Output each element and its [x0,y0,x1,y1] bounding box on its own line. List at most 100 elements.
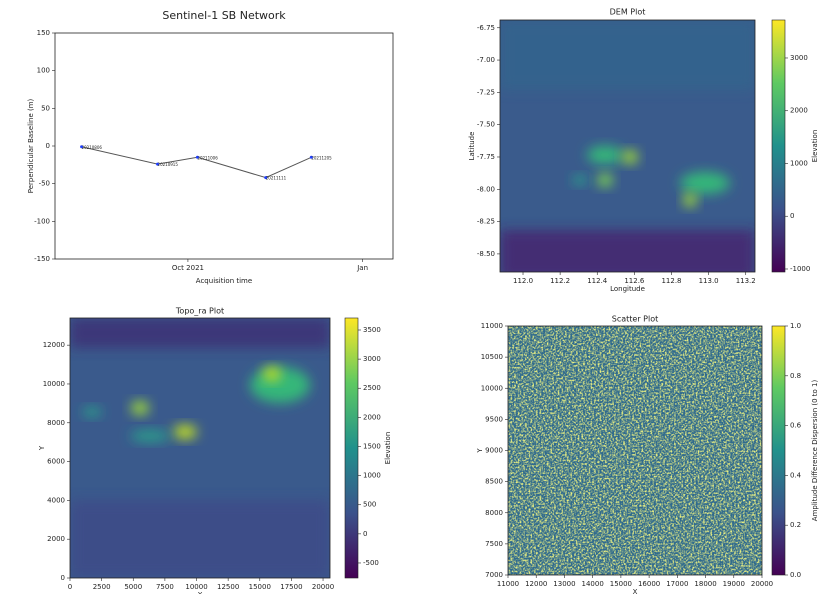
x-tick-label: 15000 [249,583,271,591]
colorbar-tick-label: 1000 [363,472,381,480]
acquisition-point [309,155,313,159]
colorbar-tick-label: 1500 [363,442,381,450]
point-label: 20211111 [266,176,287,181]
y-axis-label: Y [476,448,484,454]
y-tick-label: 7000 [485,571,503,579]
colorbar-label: Elevation [811,130,819,163]
chart-title: DEM Plot [610,8,646,17]
colorbar-tick-label: 0.0 [790,571,801,579]
point-label: 20211006 [197,155,218,160]
x-tick-label: 13000 [553,580,575,588]
y-tick-label: 10000 [481,384,503,392]
y-tick-label: 50 [41,104,50,112]
y-tick-label: -8.25 [477,218,495,226]
y-tick-label: -7.75 [477,153,495,161]
y-axis-label: Latitude [468,132,476,161]
y-tick-label: 6000 [47,458,65,466]
x-axis-label: X [633,588,638,594]
acquisition-point [264,176,268,180]
x-tick-label: 2500 [93,583,111,591]
acquisition-point [156,162,160,166]
x-tick-label: 112.8 [661,277,681,285]
x-tick-label: 0 [68,583,72,591]
colorbar-tick-label: 2000 [363,413,381,421]
colorbar-tick-label: 0.6 [790,422,802,430]
y-tick-label: -8.50 [477,250,495,258]
y-tick-label: 150 [37,29,50,37]
dem-image [500,20,755,272]
y-tick-label: -7.50 [477,121,495,129]
topo-image [70,318,330,578]
colorbar-label: Elevation [384,432,392,465]
acquisition-point [80,145,84,149]
colorbar [771,325,786,576]
colorbar-tick-label: 2000 [790,107,808,115]
colorbar-tick-label: -1000 [790,265,810,273]
colorbar-tick-label: 1.0 [790,322,801,330]
y-tick-label: 12000 [43,341,65,349]
x-tick-label: 10000 [185,583,207,591]
x-tick-label: 16000 [638,580,660,588]
baseline-line [81,146,312,179]
y-axis-label: Y [38,445,46,451]
y-tick-label: 0 [61,574,65,582]
x-tick-label: Jan [356,264,368,272]
y-tick-label: 9000 [485,447,503,455]
x-axis-label: Acquisition time [196,277,252,285]
y-tick-label: -150 [34,255,50,263]
y-tick-label: 8000 [485,509,503,517]
y-tick-label: 2000 [47,535,65,543]
x-tick-label: 15000 [610,580,632,588]
x-tick-label: 19000 [723,580,745,588]
colorbar [771,19,786,273]
y-tick-label: 8000 [47,419,65,427]
acquisition-point [195,155,199,159]
y-axis-label: Perpendicular Baseline (m) [27,98,35,193]
x-tick-label: 20000 [751,580,773,588]
y-tick-label: 10000 [43,380,65,388]
x-tick-label: 112.2 [550,277,570,285]
x-tick-label: Oct 2021 [172,264,204,272]
point-label: 20211205 [311,155,332,160]
colorbar-label: Amplitude Difference Dispersion (0 to 1) [811,380,819,522]
y-tick-label: 100 [37,67,50,75]
y-tick-label: 10500 [481,353,503,361]
y-tick-label: -100 [34,217,50,225]
colorbar [344,317,359,579]
x-tick-label: 12500 [217,583,239,591]
colorbar-tick-label: -500 [363,559,379,567]
colorbar-tick-label: 0.2 [790,521,801,529]
chart-title: Topo_ra Plot [175,307,224,316]
x-tick-label: 17500 [280,583,302,591]
plot-frame [54,32,394,260]
x-tick-label: 5000 [124,583,142,591]
colorbar-tick-label: 3500 [363,326,381,334]
y-tick-label: -7.25 [477,88,495,96]
x-tick-label: 112.4 [587,277,608,285]
x-tick-label: 7500 [156,583,174,591]
y-tick-label: 0 [46,142,50,150]
y-tick-label: 4000 [47,496,65,504]
point-label: 20210806 [82,145,103,150]
colorbar-tick-label: 0 [363,530,367,538]
x-tick-label: 112.6 [624,277,645,285]
y-tick-label: -6.75 [477,24,495,32]
colorbar-tick-label: 2500 [363,384,381,392]
colorbar-tick-label: 0 [790,212,794,220]
colorbar-tick-label: 500 [363,501,376,509]
plot-frame [69,317,331,579]
colorbar-tick-label: 1000 [790,159,808,167]
x-tick-label: 20000 [312,583,334,591]
colorbar-tick-label: 3000 [790,54,808,62]
x-tick-label: 113.2 [736,277,756,285]
x-axis-label: X [198,591,203,594]
point-label: 20210915 [158,162,179,167]
colorbar-tick-label: 3000 [363,355,381,363]
x-tick-label: 14000 [582,580,604,588]
x-tick-label: 112.0 [513,277,533,285]
colorbar-tick-label: 0.8 [790,372,801,380]
scatter-image [508,326,762,575]
x-tick-label: 11000 [497,580,519,588]
y-tick-label: 7500 [485,540,503,548]
